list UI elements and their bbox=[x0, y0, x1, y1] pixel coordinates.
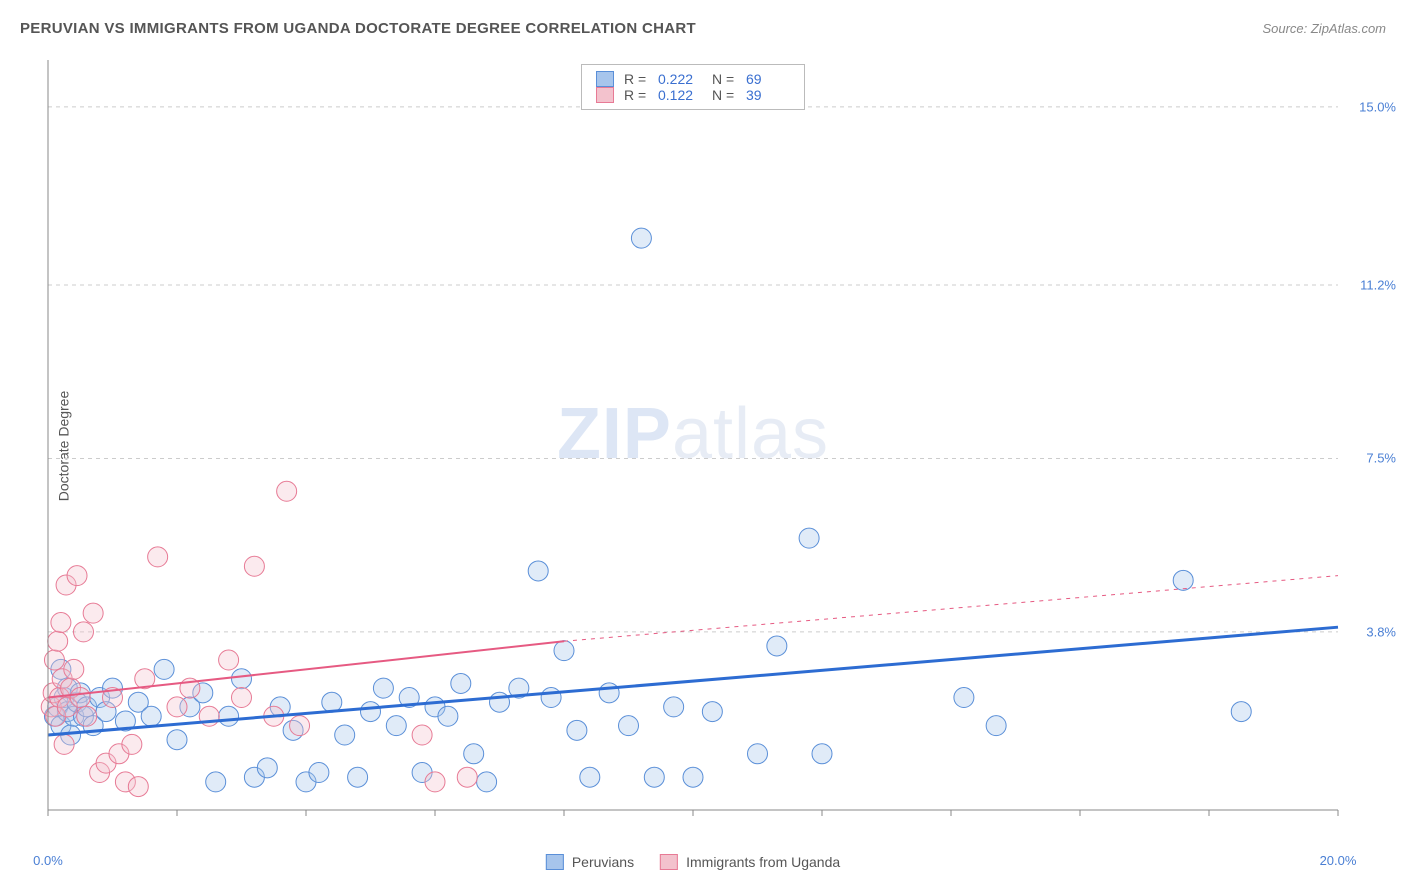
x-tick-label: 20.0% bbox=[1320, 853, 1357, 868]
series-legend: Peruvians Immigrants from Uganda bbox=[546, 854, 840, 870]
x-tick-label: 0.0% bbox=[33, 853, 63, 868]
y-tick-label: 15.0% bbox=[1359, 99, 1396, 114]
y-tick-label: 11.2% bbox=[1360, 278, 1396, 293]
stat-n-value: 69 bbox=[746, 71, 790, 87]
legend-label: Immigrants from Uganda bbox=[686, 854, 840, 870]
swatch-icon bbox=[660, 854, 678, 870]
legend-item: Peruvians bbox=[546, 854, 634, 870]
legend-label: Peruvians bbox=[572, 854, 634, 870]
stat-r-value: 0.222 bbox=[658, 71, 702, 87]
y-tick-label: 7.5% bbox=[1366, 451, 1396, 466]
stat-r-label: R = bbox=[624, 71, 648, 87]
source-label: Source: ZipAtlas.com bbox=[1262, 21, 1386, 36]
stats-row: R = 0.222 N = 69 bbox=[596, 71, 790, 87]
swatch-icon bbox=[596, 87, 614, 103]
y-tick-label: 3.8% bbox=[1366, 624, 1396, 639]
stat-n-label: N = bbox=[712, 87, 736, 103]
stat-r-label: R = bbox=[624, 87, 648, 103]
scatter-chart bbox=[48, 60, 1338, 840]
swatch-icon bbox=[596, 71, 614, 87]
swatch-icon bbox=[546, 854, 564, 870]
page-title: PERUVIAN VS IMMIGRANTS FROM UGANDA DOCTO… bbox=[20, 20, 696, 37]
stats-row: R = 0.122 N = 39 bbox=[596, 87, 790, 103]
stat-r-value: 0.122 bbox=[658, 87, 702, 103]
stat-n-value: 39 bbox=[746, 87, 790, 103]
stats-legend: R = 0.222 N = 69 R = 0.122 N = 39 bbox=[581, 64, 805, 110]
stat-n-label: N = bbox=[712, 71, 736, 87]
legend-item: Immigrants from Uganda bbox=[660, 854, 840, 870]
chart-area: ZIPatlas R = 0.222 N = 69 R = 0.122 N = … bbox=[48, 60, 1338, 840]
